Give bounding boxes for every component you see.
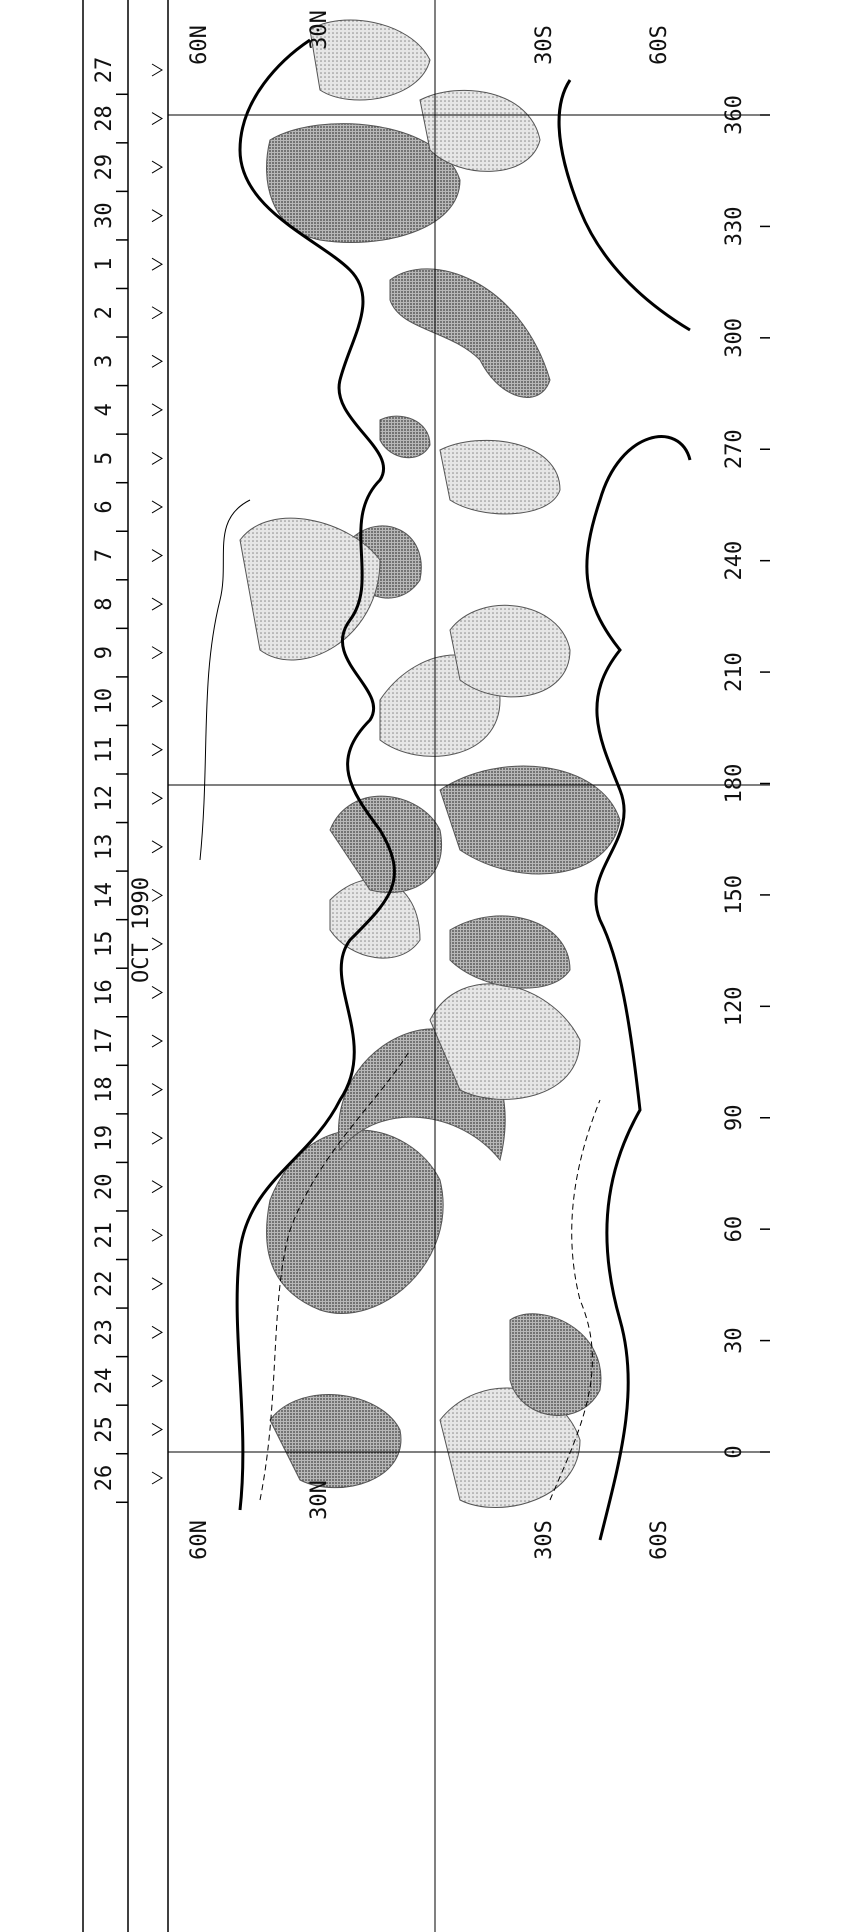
- day-label: 5: [92, 452, 117, 465]
- day-label: 29: [92, 154, 117, 181]
- day-marker: [152, 598, 162, 610]
- day-label: 15: [92, 931, 117, 958]
- longitude-label: 360: [722, 95, 747, 135]
- region-dark: [510, 1314, 601, 1416]
- day-label: 22: [92, 1271, 117, 1298]
- day-label: 4: [92, 403, 117, 416]
- day-label: 24: [92, 1368, 117, 1395]
- day-label: 10: [92, 688, 117, 715]
- day-label: 6: [92, 500, 117, 513]
- day-marker: [152, 1035, 162, 1047]
- latitude-label: 60N: [187, 25, 212, 65]
- longitude-label: 30: [722, 1327, 747, 1354]
- day-label: 30: [92, 202, 117, 229]
- region-dark: [270, 1395, 401, 1488]
- day-marker: [152, 1472, 162, 1484]
- day-marker: [152, 210, 162, 222]
- region-light: [450, 605, 570, 697]
- day-marker: [152, 452, 162, 464]
- day-marker: [152, 792, 162, 804]
- region-dark: [330, 796, 442, 892]
- longitude-label: 90: [722, 1105, 747, 1132]
- longitude-label: 330: [722, 207, 747, 247]
- day-label: 17: [92, 1028, 117, 1055]
- day-label: 12: [92, 785, 117, 812]
- longitude-label: 270: [722, 429, 747, 469]
- day-label: 18: [92, 1076, 117, 1103]
- day-marker: [152, 986, 162, 998]
- day-label: 1: [92, 258, 117, 271]
- longitude-label: 210: [722, 652, 747, 692]
- day-marker: [152, 1181, 162, 1193]
- latitude-label: 30N: [307, 1480, 332, 1520]
- day-marker: [152, 695, 162, 707]
- day-marker: [152, 501, 162, 513]
- day-marker: [152, 744, 162, 756]
- day-label: 3: [92, 355, 117, 368]
- day-label: 26: [92, 1465, 117, 1492]
- day-label: 7: [92, 549, 117, 562]
- day-marker: [152, 841, 162, 853]
- longitude-label: 60: [722, 1216, 747, 1243]
- day-marker: [152, 113, 162, 125]
- longitude-label: 150: [722, 875, 747, 915]
- day-marker: [152, 64, 162, 76]
- region-dark: [390, 269, 550, 398]
- day-label: 8: [92, 597, 117, 610]
- shading: [240, 20, 620, 1508]
- day-marker: [152, 1326, 162, 1338]
- day-label: 21: [92, 1222, 117, 1249]
- day-marker: [152, 647, 162, 659]
- region-dark: [450, 916, 570, 988]
- day-marker: [152, 307, 162, 319]
- day-label: 14: [92, 882, 117, 909]
- day-marker: [152, 161, 162, 173]
- day-label: 13: [92, 834, 117, 861]
- day-label: 27: [92, 57, 117, 84]
- day-marker: [152, 1229, 162, 1241]
- latitude-label: 60N: [187, 1520, 212, 1560]
- day-marker: [152, 1084, 162, 1096]
- page: {"figure": { "days": ["26","25","24","23…: [0, 0, 850, 1932]
- day-label: 19: [92, 1125, 117, 1152]
- day-marker: [152, 355, 162, 367]
- day-label: 9: [92, 646, 117, 659]
- longitude-label: 0: [722, 1445, 747, 1458]
- day-label: 25: [92, 1416, 117, 1443]
- day-marker: [152, 1278, 162, 1290]
- day-marker: [152, 1423, 162, 1435]
- day-marker: [152, 404, 162, 416]
- latitude-label: 30S: [532, 25, 557, 65]
- day-marker: [152, 1375, 162, 1387]
- region-dark: [440, 766, 620, 874]
- longitude-label: 180: [722, 764, 747, 804]
- month-label: OCT 1990: [129, 877, 154, 983]
- latitude-label: 60S: [647, 1520, 672, 1560]
- latitude-label: 30N: [307, 10, 332, 50]
- longitude-label: 120: [722, 986, 747, 1026]
- day-label: 23: [92, 1319, 117, 1346]
- latitude-label: 60S: [647, 25, 672, 65]
- day-marker: [152, 258, 162, 270]
- day-label: 28: [92, 105, 117, 132]
- latitude-label: 30S: [532, 1520, 557, 1560]
- longitude-label: 240: [722, 541, 747, 581]
- day-label: 20: [92, 1173, 117, 1200]
- longitude-label: 300: [722, 318, 747, 358]
- day-label: 2: [92, 306, 117, 319]
- region-light: [440, 440, 560, 514]
- day-marker: [152, 550, 162, 562]
- day-label: 16: [92, 979, 117, 1006]
- figure: 2625242322212019181716151413121110987654…: [0, 0, 850, 1932]
- day-marker: [152, 1132, 162, 1144]
- day-label: 11: [92, 736, 117, 763]
- region-dark: [380, 416, 430, 458]
